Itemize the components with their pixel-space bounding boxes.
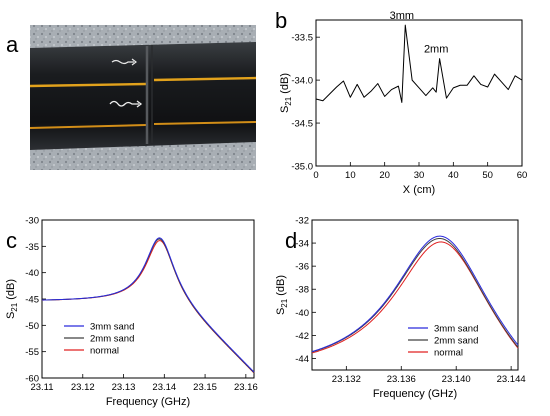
y-tick-label: -32 bbox=[295, 216, 309, 227]
panel-letter-b: b bbox=[275, 8, 287, 33]
x-tick-label: 23.11 bbox=[30, 382, 53, 393]
y-axis-label: S21 (dB) bbox=[275, 275, 289, 315]
y-tick-label: -45 bbox=[25, 295, 39, 306]
legend-entry: 3mm sand bbox=[434, 324, 478, 335]
pipe-stripe-lower-right bbox=[153, 121, 257, 125]
handwritten-3mm-mark bbox=[111, 59, 134, 65]
x-tick-label: 23.132 bbox=[332, 374, 361, 385]
x-tick-label: 23.13 bbox=[112, 382, 136, 393]
panel-letter-a: a bbox=[6, 32, 19, 57]
y-tick-label: -50 bbox=[25, 321, 39, 332]
y-tick-label: -42 bbox=[295, 331, 309, 342]
handwritten-2mm-mark bbox=[109, 100, 139, 107]
plot-frame bbox=[311, 219, 519, 371]
legend-entry: normal bbox=[90, 346, 119, 357]
y-tick-label: -38 bbox=[295, 285, 309, 296]
x-tick-label: 23.12 bbox=[71, 382, 95, 393]
chart-panel-c: 23.11 23.12 23.13 23.14 23.15 23.16 -60 -55 -50 -… bbox=[5, 216, 258, 409]
y-tick-label: -40 bbox=[25, 268, 39, 279]
series-line-3mm-sand bbox=[311, 235, 519, 353]
y-tick-label: -35.0 bbox=[291, 162, 313, 173]
y-tick-label: -33.5 bbox=[291, 33, 313, 44]
x-tick-label: 23.14 bbox=[152, 382, 176, 393]
x-tick-label: 10 bbox=[345, 170, 356, 181]
legend-entry: 2mm sand bbox=[90, 334, 134, 345]
pipe-stripe-left bbox=[29, 82, 147, 88]
x-tick-label: 50 bbox=[482, 170, 493, 181]
y-tick-label: -34 bbox=[295, 239, 309, 250]
y-tick-label: -35 bbox=[25, 242, 39, 253]
annotation-label-0: 3mm bbox=[390, 10, 414, 22]
x-tick-label: 0 bbox=[313, 170, 318, 181]
x-tick-label: 23.144 bbox=[497, 374, 526, 385]
chart-panel-b: 0 10 20 30 40 50 60 -35.0 -34.5 -34.0 -33.5 X (cm) S… bbox=[279, 10, 527, 196]
legend-entry: 3mm sand bbox=[90, 322, 134, 333]
y-tick-label: -34.0 bbox=[291, 76, 313, 87]
series-line-normal bbox=[41, 240, 255, 374]
legend-entry: 2mm sand bbox=[434, 336, 478, 347]
series-line bbox=[315, 24, 523, 103]
x-tick-label: 23.16 bbox=[234, 382, 258, 393]
series-line-3mm-sand bbox=[41, 237, 255, 373]
x-axis-label: X (cm) bbox=[403, 184, 435, 196]
legend-entry: normal bbox=[434, 348, 463, 359]
x-tick-label: 23.136 bbox=[387, 374, 416, 385]
x-tick-label: 23.15 bbox=[193, 382, 217, 393]
x-tick-label: 23.140 bbox=[442, 374, 471, 385]
annotation-label-1: 2mm bbox=[424, 44, 448, 56]
y-axis-label: S21 (dB) bbox=[279, 73, 293, 113]
pipe-stripe-right bbox=[153, 76, 257, 82]
series-line-2mm-sand bbox=[311, 237, 519, 353]
x-tick-label: 60 bbox=[517, 170, 528, 181]
y-tick-label: -36 bbox=[295, 262, 309, 273]
pipe-photo bbox=[29, 25, 257, 170]
y-tick-label: -40 bbox=[295, 308, 309, 319]
x-axis-label: Frequency (GHz) bbox=[106, 396, 190, 408]
y-axis-label: S21 (dB) bbox=[5, 279, 19, 319]
panel-letter-d: d bbox=[285, 228, 297, 253]
x-tick-label: 30 bbox=[414, 170, 425, 181]
panel-letter-c: c bbox=[6, 228, 17, 253]
x-tick-label: 20 bbox=[379, 170, 390, 181]
series-line-2mm-sand bbox=[41, 238, 255, 374]
plot-frame bbox=[315, 19, 523, 167]
y-tick-label: -34.5 bbox=[291, 119, 313, 130]
y-tick-label: -60 bbox=[25, 374, 39, 385]
y-tick-label: -44 bbox=[295, 354, 309, 365]
pipe-body bbox=[30, 42, 256, 150]
y-tick-label: -55 bbox=[25, 347, 39, 358]
pipe-stripe-lower-left bbox=[29, 124, 147, 129]
y-tick-label: -30 bbox=[25, 216, 39, 227]
x-axis-label: Frequency (GHz) bbox=[373, 388, 457, 400]
x-tick-label: 40 bbox=[448, 170, 459, 181]
chart-panel-d: 23.132 23.136 23.140 23.144 -44 -42 -40 -38 -36 -… bbox=[275, 216, 526, 401]
